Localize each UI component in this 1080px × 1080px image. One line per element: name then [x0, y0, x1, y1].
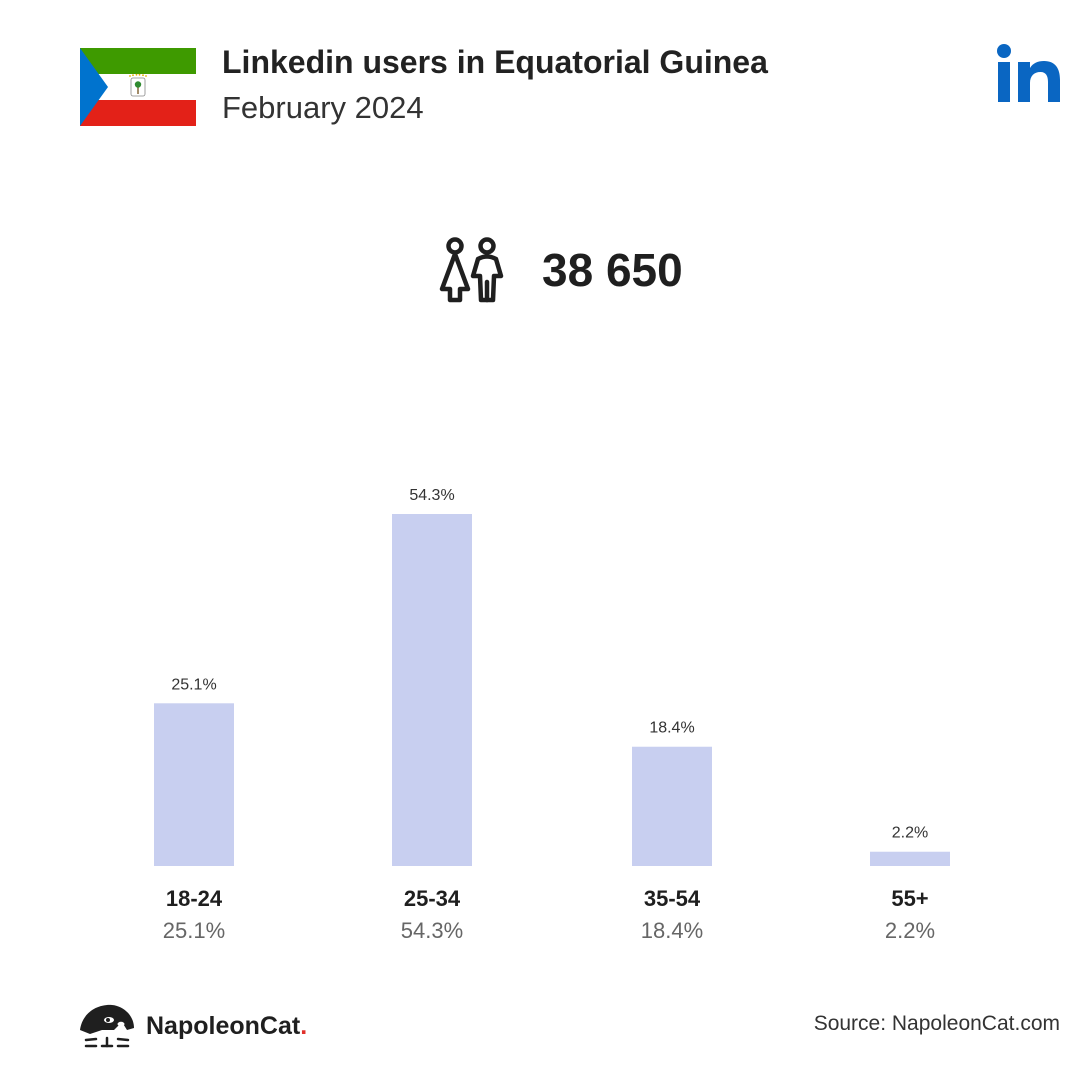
category-label: 25-34 — [404, 886, 461, 911]
equatorial-guinea-flag — [80, 48, 196, 126]
bar-18-24 — [154, 703, 234, 866]
bar-data-label: 54.3% — [409, 487, 454, 504]
bar-data-label: 2.2% — [892, 825, 928, 842]
source-note: Source: NapoleonCat.com — [813, 1012, 1060, 1035]
category-value-label: 18.4% — [641, 918, 703, 943]
brand-name: NapoleonCat. — [146, 1011, 308, 1040]
linkedin-logo-icon — [997, 44, 1060, 102]
bar-25-34 — [392, 514, 472, 866]
bar-35-54 — [632, 746, 712, 866]
category-label: 18-24 — [166, 886, 223, 911]
users-icon — [439, 237, 504, 303]
bar-data-label: 25.1% — [171, 676, 216, 693]
coat-of-arms-icon — [129, 73, 147, 97]
bar-55+ — [870, 851, 950, 866]
category-value-label: 54.3% — [401, 918, 463, 943]
bar-data-label: 18.4% — [649, 720, 694, 737]
total-users-value: 38 650 — [542, 244, 683, 296]
napoleoncat-cat-icon — [80, 1004, 134, 1048]
total-users: 38 650 — [438, 234, 683, 306]
category-label: 35-54 — [644, 886, 701, 911]
category-value-label: 25.1% — [163, 918, 225, 943]
category-label: 55+ — [891, 886, 928, 911]
page-title: Linkedin users in Equatorial Guinea — [222, 44, 768, 80]
napoleoncat-logo: NapoleonCat. — [78, 1000, 307, 1052]
page-subtitle: February 2024 — [222, 90, 424, 125]
category-value-label: 2.2% — [885, 918, 935, 943]
